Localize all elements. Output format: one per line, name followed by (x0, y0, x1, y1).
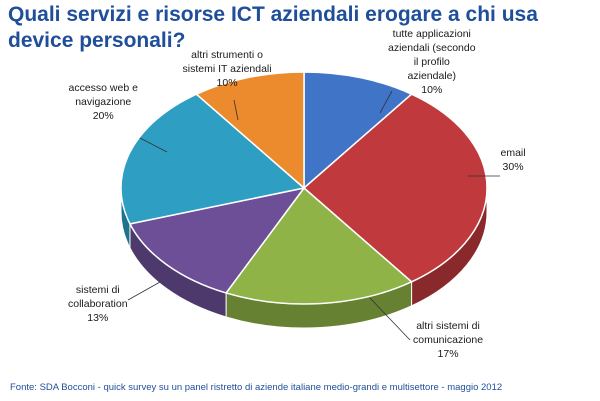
leader-line-4 (139, 137, 168, 153)
slice-label-text: sistemi IT aziendali (182, 63, 272, 75)
source-footer: Fonte: SDA Bocconi - quick survey su un … (10, 382, 503, 393)
pie-slice-2 (224, 186, 413, 305)
pie-slice-3 (128, 186, 306, 294)
slice-label-text: sistemi di (75, 284, 120, 296)
slice-label-text: aziendali (secondo (388, 42, 476, 54)
title-line-2: device personali? (8, 29, 186, 52)
slice-value-label: 10% (421, 84, 443, 96)
slice-value-label: 10% (216, 77, 238, 89)
slice-label-text: navigazione (75, 96, 132, 108)
slice-label-text: accesso web e (68, 82, 138, 94)
pie-tops (120, 71, 488, 305)
slice-value-label: 17% (437, 348, 459, 360)
pie-slice-5 (195, 71, 305, 190)
page-title: Quali servizi e risorse ICT aziendali er… (8, 2, 593, 54)
leader-line-5 (233, 99, 239, 121)
pie-slice-0 (303, 71, 413, 190)
slice-label-text: collaboration (68, 298, 128, 310)
slice-label-text: aziendale) (407, 70, 456, 82)
slice-value-label: 13% (87, 312, 109, 324)
slice-label-text: tutte applicazioni (392, 28, 471, 40)
slice-label-text: il profilo (413, 56, 450, 68)
slice-label-text: email (500, 147, 526, 159)
slice-label-4: accesso web e navigazione 20% (69, 81, 138, 123)
slice-value-label: 30% (502, 161, 524, 173)
title-line-1: Quali servizi e risorse ICT aziendali er… (8, 3, 538, 26)
slice-label-5: altri strumenti o sistemi IT aziendali 10% (183, 48, 272, 90)
slice-label-0: tutte applicazioni aziendali (secondo il p… (388, 27, 476, 97)
pie-sides (120, 187, 488, 329)
slice-value-label: 20% (92, 110, 114, 122)
slice-label-text: altri strumenti o (191, 49, 263, 61)
leader-line-0 (379, 90, 393, 114)
slice-label-3: sistemi di collaboration 13% (68, 283, 128, 325)
slice-label-2: altri sistemi di comunicazione 17% (413, 319, 483, 361)
leader-line-2 (369, 297, 411, 341)
leader-line-3 (127, 281, 161, 301)
pie-slice-1 (302, 93, 488, 283)
slice-label-text: comunicazione (413, 334, 484, 346)
pie-leaders (127, 90, 500, 341)
pie-slice-4 (120, 93, 306, 225)
slice-label-text: altri sistemi di (416, 320, 480, 332)
slice-label-1: email 30% (501, 146, 526, 174)
